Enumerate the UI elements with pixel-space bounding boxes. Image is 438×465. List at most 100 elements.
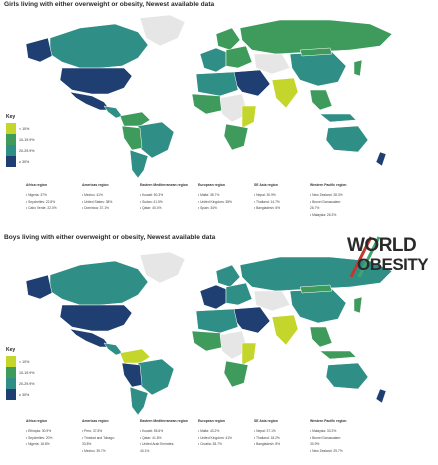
region-item: • New Zealand: 28.3% (310, 193, 343, 197)
map-southern-africa (223, 123, 249, 151)
region-item: 30.9% (310, 442, 320, 446)
map-brazil (137, 121, 175, 159)
girls-key-row-3: 20-29.9% (6, 145, 34, 156)
region-item: • Sudan: 41.5% (140, 199, 163, 204)
region-item: • Nepal: 30.9% (254, 193, 276, 197)
region-name: Eastern Mediterranean region (140, 419, 188, 423)
girls-key-row-4: ≥ 30% (6, 156, 34, 167)
girls-key-row-1: < 10% (6, 123, 34, 134)
region-item: • Nigeria: 18.8% (26, 442, 50, 446)
map-china (289, 51, 347, 87)
map-brazil (137, 358, 175, 396)
map-west-africa (191, 330, 225, 352)
key-label: 10-19.9% (19, 137, 35, 142)
map-japan (353, 59, 363, 77)
map-colombia-venezuela (119, 348, 151, 364)
logo-slash-icon (349, 236, 381, 278)
map-europe-west (199, 284, 227, 310)
region-name: Americas region (82, 419, 109, 423)
girls-region-eastern-mediterranean: Eastern Mediterranean region • Kuwait: 5… (140, 183, 202, 212)
region-item: • Croatia: 38.7% (198, 442, 222, 446)
map-new-zealand (375, 388, 387, 404)
region-item: • Qatar: 41.8% (140, 435, 162, 440)
map-india (271, 314, 299, 346)
map-central-asia (253, 53, 291, 75)
map-australia (325, 125, 369, 153)
key-label: < 10% (19, 126, 30, 131)
region-item: • Nepal: 37.1% (254, 429, 276, 433)
map-canada (49, 260, 149, 306)
map-mongolia (299, 47, 333, 57)
girls-map-title: Girls living with either overweight or o… (4, 1, 215, 8)
key-label: 20-29.9% (19, 148, 35, 153)
map-india (271, 77, 299, 109)
region-item: • United Kingdom: 38% (198, 199, 232, 204)
key-swatch (6, 145, 16, 156)
girls-map-key: Key < 10% 10-19.9% 20-29.9% ≥ 30% (6, 114, 34, 167)
logo-text-world: WORLD (347, 235, 417, 256)
boys-key-row-4: ≥ 30% (6, 389, 34, 400)
region-item: • New Zealand: 29.7% (310, 448, 343, 453)
key-label: 10-19.9% (19, 370, 35, 375)
map-indonesia (319, 113, 357, 123)
region-name: European region (198, 419, 225, 423)
girls-region-americas: Americas region • Mexico: 41% • United S… (82, 183, 144, 212)
map-colombia-venezuela (119, 111, 151, 127)
map-new-zealand (375, 151, 387, 167)
map-europe-east (225, 45, 253, 69)
map-middle-east (233, 306, 271, 334)
map-alaska (25, 37, 53, 63)
key-swatch (6, 123, 16, 134)
map-west-africa (191, 93, 225, 115)
map-alaska (25, 274, 53, 300)
map-usa (59, 304, 133, 332)
map-central-america (103, 105, 123, 119)
map-greenland (139, 251, 186, 284)
key-label: 20-29.9% (19, 381, 35, 386)
map-usa (59, 67, 133, 95)
map-china (289, 288, 347, 324)
boys-world-map (25, 251, 393, 416)
map-russia (239, 19, 393, 55)
region-name: SE Asia region (254, 183, 278, 187)
map-central-america (103, 342, 123, 356)
boys-map-title: Boys living with either overweight or ob… (4, 234, 216, 241)
girls-region-western-pacific: Western Pacific region • New Zealand: 28… (310, 183, 372, 218)
region-item: 40.1% (140, 448, 150, 453)
region-item: • Mexico: 41% (82, 193, 103, 197)
key-label: ≥ 30% (19, 392, 30, 397)
boys-key-row-2: 10-19.9% (6, 367, 34, 378)
girls-key-row-2: 10-19.9% (6, 134, 34, 145)
girls-map-panel: Girls living with either overweight or o… (0, 0, 438, 232)
region-item: • United States: 38% (82, 199, 113, 204)
region-item: • Cabo Verde: 22.0% (26, 206, 57, 210)
region-item: • Malaysia: 33.3% (310, 429, 337, 433)
region-item: • Malaysia: 26.3% (310, 212, 337, 217)
map-north-africa (195, 308, 239, 334)
map-chile-argentina (129, 149, 149, 179)
boys-key-title: Key (6, 347, 16, 353)
boys-region-africa: Africa region • Ethiopia: 30.9% • Seyche… (26, 419, 88, 448)
region-name: Africa region (26, 183, 47, 187)
girls-region-list: Africa region • Nigeria: 37% • Seychelle… (26, 183, 406, 229)
region-item: • United Arab Emirates: (140, 442, 175, 446)
girls-region-european: European region • Malta: 38.7% • United … (198, 183, 260, 212)
boys-key-row-3: 20-29.9% (6, 378, 34, 389)
world-obesity-logo: WORLD OBESITY (345, 233, 437, 279)
region-item: • Kuwait: 50.3% (140, 193, 164, 197)
region-item: • Qatar: 40.4% (140, 206, 162, 210)
boys-region-eastern-mediterranean: Eastern Mediterranean region • Kuwait: 5… (140, 419, 202, 454)
map-mongolia (299, 284, 333, 294)
boys-region-americas: Americas region • Peru: 37.8% • Trinidad… (82, 419, 144, 454)
region-name: Western Pacific region (310, 183, 347, 187)
region-item: • Bangladesh: 6% (254, 206, 281, 210)
map-greenland (139, 14, 186, 47)
map-europe-east (225, 282, 253, 306)
map-southeast-asia (309, 89, 333, 111)
girls-region-se-asia: SE Asia region • Nepal: 30.9% • Thailand… (254, 183, 316, 212)
region-item: • Nigeria: 37% (26, 193, 47, 197)
map-southeast-asia (309, 326, 333, 348)
region-item: • Thailand: 14.7% (254, 199, 280, 204)
boys-map-key: Key < 10% 10-19.9% 20-29.9% ≥ 30% (6, 347, 34, 400)
boys-region-western-pacific: Western Pacific region • Malaysia: 33.3%… (310, 419, 372, 454)
